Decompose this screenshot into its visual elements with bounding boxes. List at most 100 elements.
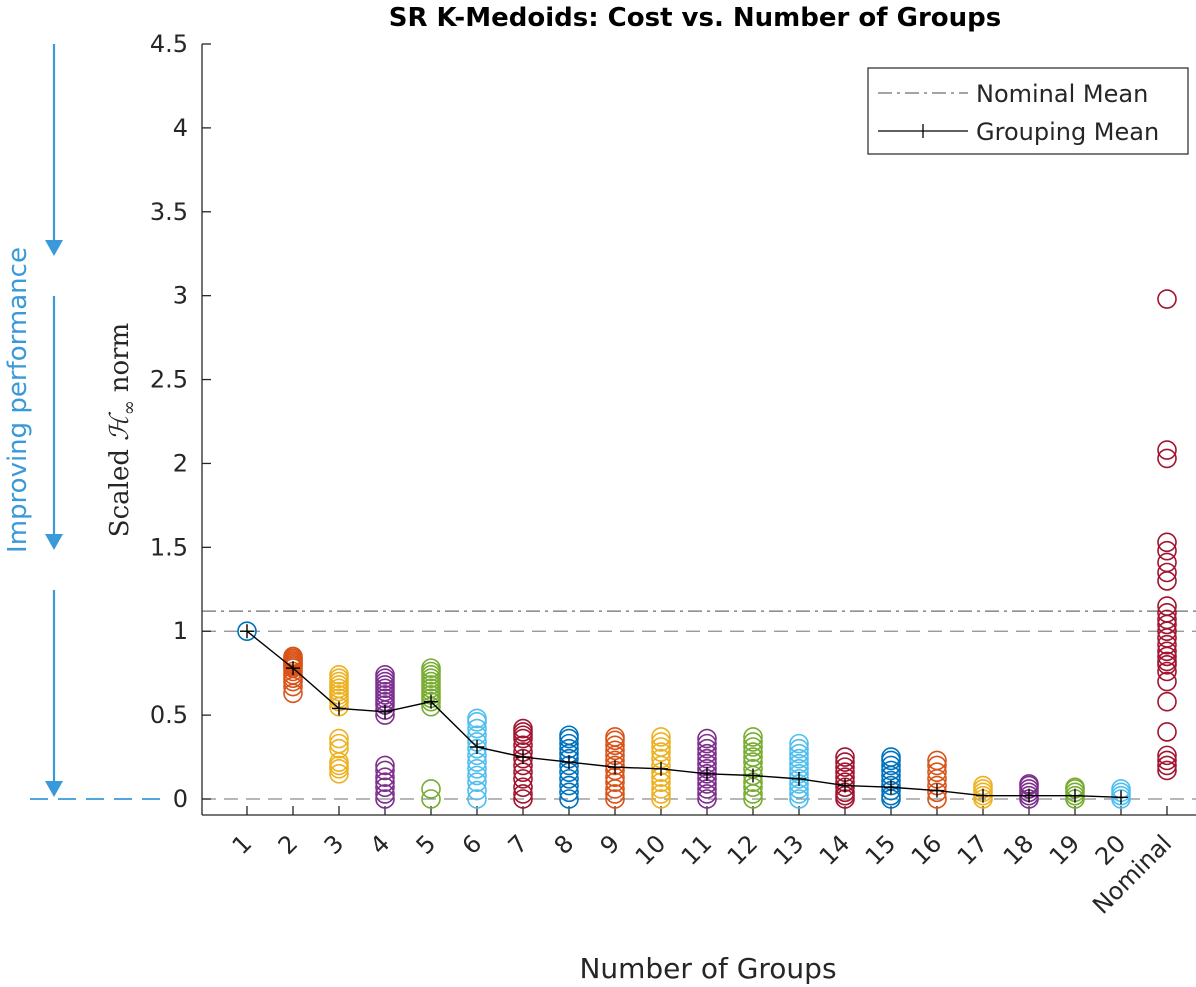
data-point — [467, 708, 487, 729]
grouping-mean-marker — [1068, 788, 1082, 803]
data-point — [697, 733, 717, 754]
data-point — [1157, 641, 1177, 662]
y-label-suffix: norm — [105, 323, 135, 392]
data-point — [375, 755, 395, 776]
data-point — [467, 789, 487, 809]
data-point — [559, 725, 579, 746]
grouping-mean-marker — [746, 768, 760, 783]
y-label-symbol: ℋ — [105, 411, 135, 441]
x-tick-label: 11 — [676, 829, 717, 870]
data-point — [467, 765, 487, 786]
grouping-mean-marker — [930, 783, 944, 798]
data-point — [789, 743, 809, 764]
annotation-label: Improving performance — [3, 247, 33, 553]
grouping-mean-marker — [884, 780, 898, 795]
data-point — [375, 665, 395, 685]
grouping-mean-marker — [470, 739, 484, 754]
grouping-mean-marker — [654, 761, 668, 776]
data-point — [697, 784, 717, 804]
grouping-mean-line — [246, 630, 1122, 799]
y-tick-label: 2 — [173, 449, 188, 477]
data-point — [927, 750, 947, 771]
data-point — [329, 733, 349, 754]
grouping-mean-marker — [1114, 790, 1128, 805]
x-tick-label: 12 — [722, 829, 763, 870]
data-point — [421, 658, 441, 678]
x-tick-label: 7 — [503, 829, 534, 860]
data-point — [1157, 448, 1177, 469]
data-point — [329, 728, 349, 749]
y-tick-label: 4.5 — [150, 30, 188, 58]
data-point — [421, 789, 441, 809]
data-point — [1157, 562, 1177, 583]
y-tick-label: 3 — [173, 282, 188, 310]
data-point — [1157, 651, 1177, 672]
data-point — [743, 742, 763, 762]
data-point — [1157, 540, 1177, 561]
data-point — [651, 737, 671, 757]
data-point — [467, 718, 487, 739]
grouping-mean-series — [240, 624, 1128, 805]
legend-box — [867, 67, 1189, 155]
grouping-mean-marker — [286, 661, 300, 676]
data-point — [789, 738, 809, 759]
data-point — [697, 743, 717, 764]
data-point — [513, 769, 533, 789]
data-point — [375, 772, 395, 793]
data-point — [835, 777, 855, 798]
annotation-arrow-head — [45, 781, 63, 797]
data-point — [1157, 596, 1177, 616]
data-point — [1157, 755, 1177, 776]
y-tick-label: 4 — [173, 114, 188, 142]
grouping-mean-marker — [1022, 788, 1036, 803]
legend-label-nominal-mean: Nominal Mean — [976, 80, 1148, 108]
annotation-arrow-head — [45, 534, 63, 550]
x-tick-label: 5 — [411, 829, 442, 860]
data-point — [651, 779, 671, 799]
data-point — [237, 621, 257, 642]
data-point — [559, 782, 579, 803]
data-point — [697, 738, 717, 759]
data-point — [375, 760, 395, 781]
data-point — [1157, 602, 1177, 623]
data-point — [927, 755, 947, 776]
data-point — [1157, 760, 1177, 781]
x-tick-label: 2 — [273, 829, 304, 860]
data-point — [789, 789, 809, 809]
scatter-points — [237, 289, 1177, 809]
grouping-mean-marker — [240, 624, 254, 639]
data-point — [1157, 552, 1177, 573]
data-point — [513, 789, 533, 809]
grouping-mean-marker — [332, 701, 346, 716]
x-tick-label: 19 — [1044, 829, 1085, 870]
x-tick-label: 4 — [365, 829, 396, 860]
data-point — [1157, 745, 1177, 766]
grouping-mean-marker — [378, 704, 392, 719]
x-tick-label: 10 — [630, 829, 671, 870]
data-point — [329, 764, 349, 784]
data-point — [881, 755, 901, 776]
x-tick-label: 13 — [768, 829, 809, 870]
x-tick-label: 15 — [860, 829, 901, 870]
data-point — [1157, 289, 1177, 309]
data-point — [467, 758, 487, 779]
data-point — [743, 789, 763, 809]
annotation-arrow-head — [45, 240, 63, 256]
data-point — [559, 733, 579, 754]
data-point — [1157, 609, 1177, 630]
data-point — [329, 665, 349, 685]
grouping-mean-marker — [838, 778, 852, 793]
data-point — [1157, 661, 1177, 682]
x-tick-label: 6 — [457, 829, 488, 860]
data-point — [513, 777, 533, 798]
data-point — [697, 728, 717, 749]
data-point — [1157, 750, 1177, 771]
svg-text:Scaledℋ∞norm: Scaled ℋ∞ norm — [105, 323, 140, 537]
grouping-mean-marker — [562, 755, 576, 770]
data-point — [743, 737, 763, 757]
x-axis-label: Number of Groups — [579, 952, 836, 985]
data-point — [605, 784, 625, 804]
data-point — [605, 735, 625, 756]
